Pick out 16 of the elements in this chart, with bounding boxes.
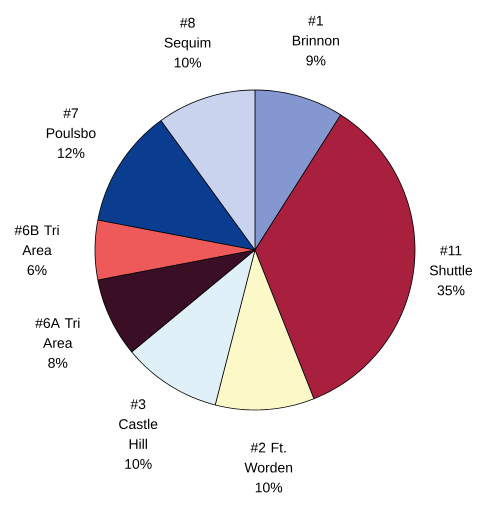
data-label: 6% xyxy=(28,265,47,276)
slice-label: #7 Poulsbo xyxy=(46,108,96,138)
data-label: 35% xyxy=(438,285,464,296)
data-label: 9% xyxy=(306,56,326,66)
data-label: 10% xyxy=(174,58,202,68)
slice-label: #8 Sequim xyxy=(164,18,210,50)
slice-label: #1 Brinnon xyxy=(292,16,339,46)
slice-label: #6A Tri Area xyxy=(35,318,80,348)
slice-label: #3 Castle Hill xyxy=(119,399,158,449)
data-label: 10% xyxy=(125,458,152,469)
data-label: 12% xyxy=(58,148,84,158)
data-label: 8% xyxy=(48,358,68,368)
slice-label: #2 Ft. Worden xyxy=(244,442,292,473)
data-label: 10% xyxy=(256,482,282,492)
slice-label: #6B Tri Area xyxy=(14,224,59,256)
slice-label: #11 Shuttle xyxy=(430,246,472,276)
